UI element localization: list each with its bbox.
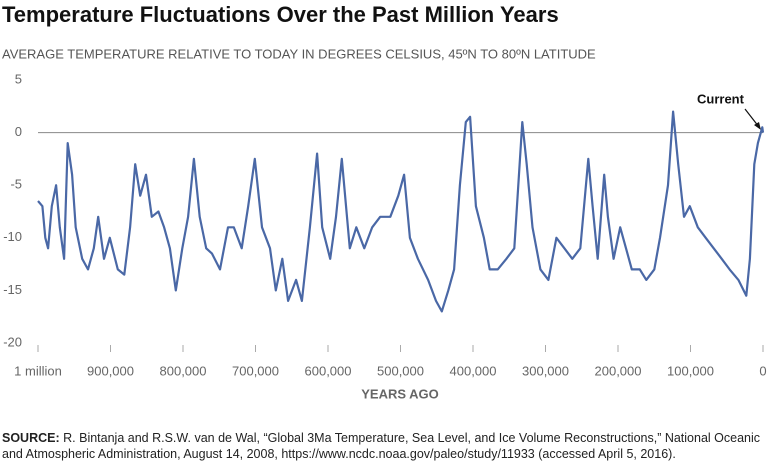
x-tick-label: 200,000 [595,363,642,378]
y-tick-label: 0 [15,124,22,139]
x-tick-label: 900,000 [87,363,134,378]
x-tick-label: 300,000 [522,363,569,378]
source-text: R. Bintanja and R.S.W. van de Wal, “Glob… [2,431,761,461]
x-tick-label: 1 million [14,363,62,378]
x-tick-label: 600,000 [305,363,352,378]
x-axis-label: YEARS AGO [361,386,439,401]
x-tick-label: 400,000 [450,363,497,378]
source-label: SOURCE: [2,431,60,445]
y-tick-label: -5 [10,177,22,192]
y-tick-label: -10 [3,229,22,244]
data-line [37,110,765,313]
x-tick-label: 100,000 [667,363,714,378]
chart-title: Temperature Fluctuations Over the Past M… [2,2,559,27]
y-tick-label: -15 [3,282,22,297]
x-tick-label: 500,000 [377,363,424,378]
x-tick-label: 800,000 [160,363,207,378]
x-tick-label: 0 [759,363,766,378]
annotation-arrowhead [754,122,761,130]
y-tick-label: 5 [15,71,22,86]
annotation: Current [697,91,745,106]
chart-subtitle: AVERAGE TEMPERATURE RELATIVE TO TODAY IN… [2,46,596,61]
y-tick-label: -20 [3,334,22,349]
x-tick-label: 700,000 [232,363,279,378]
source-note: SOURCE: R. Bintanja and R.S.W. van de Wa… [2,430,762,462]
